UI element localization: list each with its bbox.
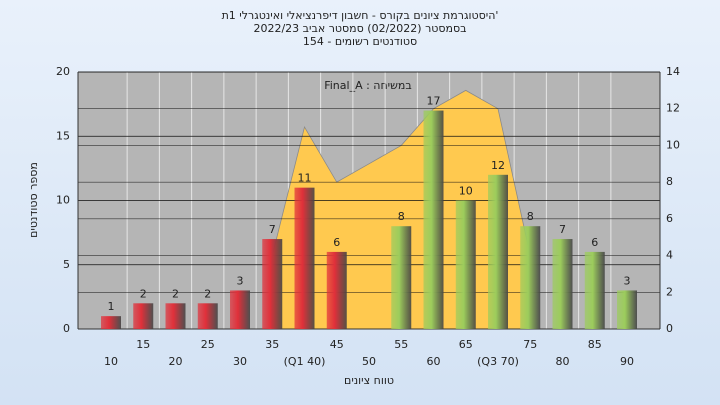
y2-tick-label: 6 — [666, 212, 673, 225]
y-tick-label: 5 — [63, 258, 70, 271]
x-tick-label: (Q1 40) — [284, 355, 326, 368]
x-tick-label: (Q3 70) — [477, 355, 519, 368]
y2-tick-label: 2 — [666, 285, 673, 298]
bar — [455, 200, 476, 329]
bar — [133, 303, 154, 329]
bar — [101, 316, 121, 329]
data-label: 6 — [591, 236, 598, 249]
y2-tick-label: 12 — [666, 102, 680, 115]
y-tick-label: 15 — [56, 129, 70, 142]
bar — [326, 251, 347, 329]
bar — [617, 290, 637, 329]
bar — [552, 239, 573, 329]
data-label: 7 — [559, 223, 566, 236]
x-tick-label: 45 — [330, 338, 344, 351]
bar — [262, 239, 283, 329]
data-label: 10 — [459, 185, 473, 198]
bar — [391, 226, 412, 329]
y-tick-label: 20 — [56, 65, 70, 78]
bar — [520, 226, 541, 329]
x-tick-label: 85 — [588, 338, 602, 351]
data-label: 2 — [172, 287, 179, 300]
y2-tick-label: 10 — [666, 138, 680, 151]
title-line: היסטוגרמת ציונים בקורס - חשבון דיפרנציאל… — [222, 9, 499, 22]
data-label: 3 — [624, 274, 631, 287]
annotation: Final_A : במשיחה — [324, 79, 412, 92]
x-tick-label: 50 — [362, 355, 376, 368]
bar — [584, 251, 605, 329]
y-tick-label: 10 — [56, 194, 70, 207]
bar — [488, 174, 508, 329]
bar — [294, 187, 315, 329]
data-label: 12 — [491, 159, 505, 172]
bar — [230, 290, 250, 329]
bar — [423, 110, 444, 329]
x-tick-label: 65 — [459, 338, 473, 351]
y2-tick-label: 14 — [666, 65, 680, 78]
title-line: בסמסטר (02/2022) סמסטר אביב 2022/23 — [253, 22, 466, 35]
y-tick-label: 0 — [63, 322, 70, 335]
x-axis-label: טווח ציונים — [344, 374, 394, 387]
x-tick-label: 90 — [620, 355, 634, 368]
data-label: 8 — [398, 210, 405, 223]
x-tick-label: 10 — [104, 355, 118, 368]
data-label: 8 — [527, 210, 534, 223]
data-label: 11 — [298, 172, 312, 185]
data-label: 1 — [108, 300, 115, 313]
x-tick-label: 55 — [394, 338, 408, 351]
x-tick-label: 15 — [136, 338, 150, 351]
x-tick-label: 25 — [201, 338, 215, 351]
data-label: 2 — [204, 287, 211, 300]
data-label: 3 — [237, 274, 244, 287]
data-label: 7 — [269, 223, 276, 236]
x-tick-label: 75 — [523, 338, 537, 351]
x-tick-label: 30 — [233, 355, 247, 368]
x-tick-label: 20 — [169, 355, 183, 368]
x-tick-label: 80 — [556, 355, 570, 368]
x-tick-label: 60 — [427, 355, 441, 368]
y2-tick-label: 0 — [666, 322, 673, 335]
x-tick-label: 35 — [265, 338, 279, 351]
y2-tick-label: 8 — [666, 175, 673, 188]
data-label: 17 — [427, 95, 441, 108]
bar — [165, 303, 186, 329]
data-label: 6 — [333, 236, 340, 249]
y-axis-label: מספר סטודנטים — [27, 162, 40, 238]
y2-tick-label: 4 — [666, 249, 673, 262]
bar — [197, 303, 218, 329]
title-line: סטודנטים רשומים - 154 — [303, 35, 417, 48]
data-label: 2 — [140, 287, 147, 300]
